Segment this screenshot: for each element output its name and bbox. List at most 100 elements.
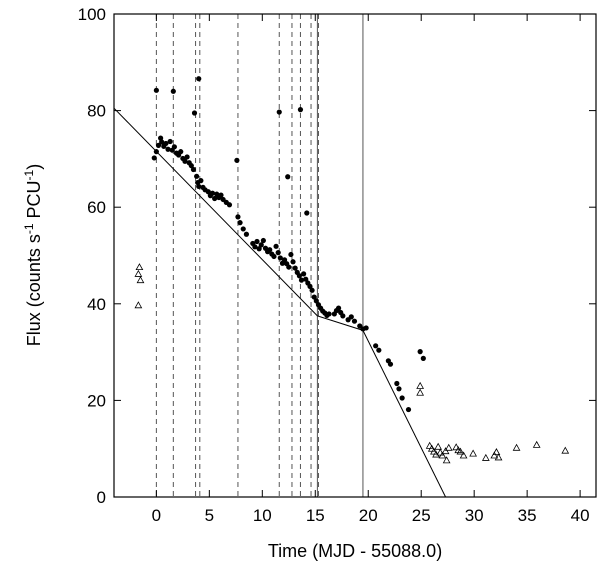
data-point-dot-29 bbox=[194, 173, 200, 179]
data-point-dot-48 bbox=[243, 231, 250, 237]
y-axis-label-part-2: PCU bbox=[24, 180, 44, 223]
y-tick-label-1: 20 bbox=[87, 391, 106, 410]
x-tick-label-6: 30 bbox=[465, 506, 484, 525]
data-point-dot-5 bbox=[276, 109, 282, 115]
y-axis-label-part-3: ) bbox=[24, 164, 44, 170]
data-point-dot-77 bbox=[309, 287, 315, 293]
reference-lines bbox=[155, 14, 364, 497]
y-axis-label: Flux (counts s-1 PCU-1) bbox=[22, 164, 44, 346]
data-point-dot-13 bbox=[159, 139, 165, 145]
data-point-dot-15 bbox=[163, 140, 169, 147]
data-point-triangle-23 bbox=[492, 448, 501, 456]
data-point-dot-38 bbox=[212, 195, 218, 202]
data-point-triangle-13 bbox=[441, 447, 450, 455]
data-point-dot-97 bbox=[373, 343, 379, 349]
data-point-dot-50 bbox=[252, 244, 258, 250]
data-point-dot-28 bbox=[190, 166, 197, 173]
data-point-dot-103 bbox=[399, 395, 405, 401]
x-tick-label-8: 40 bbox=[571, 506, 590, 525]
x-tick-label-0: 0 bbox=[152, 506, 161, 525]
data-point-dot-0 bbox=[153, 87, 159, 93]
data-point-triangle-1 bbox=[134, 269, 143, 277]
x-tick-label-7: 35 bbox=[518, 506, 537, 525]
data-point-dot-8 bbox=[304, 210, 310, 216]
data-point-dot-25 bbox=[184, 154, 190, 160]
data-point-dot-17 bbox=[167, 138, 173, 145]
data-point-triangle-6 bbox=[425, 441, 434, 449]
data-point-dot-90 bbox=[340, 313, 346, 319]
data-point-dot-57 bbox=[267, 247, 273, 253]
axis-tick-labels: 0 5 10 15 20 25 30 35 40 0 20 40 60 80 100 bbox=[78, 5, 590, 525]
x-axis-label: Time (MJD - 55088.0) bbox=[268, 541, 442, 561]
data-point-dot-74 bbox=[303, 276, 309, 282]
data-point-triangle-10 bbox=[434, 442, 443, 450]
data-point-dot-45 bbox=[235, 214, 241, 220]
data-point-triangle-5 bbox=[416, 388, 425, 396]
fit-line-2 bbox=[362, 330, 447, 498]
axis-ticks bbox=[114, 13, 596, 498]
data-point-dot-19 bbox=[171, 144, 177, 150]
x-tick-label-4: 20 bbox=[359, 506, 378, 525]
data-point-dot-51 bbox=[254, 238, 260, 245]
data-point-dot-61 bbox=[275, 250, 281, 256]
y-axis-label-sup-2: -1 bbox=[22, 169, 36, 180]
x-tick-label-3: 15 bbox=[306, 506, 325, 525]
data-point-dot-9 bbox=[151, 155, 157, 161]
data-point-dot-105 bbox=[417, 349, 423, 355]
data-point-dot-16 bbox=[165, 146, 171, 152]
data-point-dot-66 bbox=[286, 264, 292, 270]
data-point-triangle-20 bbox=[469, 449, 477, 457]
data-point-dot-46 bbox=[237, 220, 243, 226]
data-point-dot-92 bbox=[348, 314, 354, 320]
data-point-dot-37 bbox=[209, 190, 216, 196]
data-point-dot-62 bbox=[277, 255, 283, 261]
data-point-dot-27 bbox=[188, 163, 194, 169]
data-point-dot-102 bbox=[396, 386, 402, 392]
data-point-dot-78 bbox=[311, 294, 317, 300]
y-tick-label-5: 100 bbox=[78, 5, 106, 24]
fit-line-1 bbox=[317, 315, 364, 331]
data-point-dot-53 bbox=[258, 242, 264, 248]
data-point-triangle-21 bbox=[481, 453, 490, 461]
data-points bbox=[134, 76, 570, 464]
data-point-dot-71 bbox=[296, 273, 302, 279]
data-point-triangle-24 bbox=[494, 453, 503, 461]
data-point-triangle-26 bbox=[532, 440, 541, 448]
data-point-triangle-27 bbox=[561, 446, 570, 454]
data-point-dot-93 bbox=[351, 318, 358, 324]
data-point-dot-85 bbox=[326, 311, 332, 317]
x-tick-label-5: 25 bbox=[412, 506, 431, 525]
data-point-dot-22 bbox=[178, 149, 184, 155]
data-point-dot-88 bbox=[335, 305, 342, 311]
data-point-dot-47 bbox=[240, 226, 246, 232]
data-point-dot-79 bbox=[313, 298, 319, 304]
data-point-triangle-7 bbox=[427, 444, 436, 452]
data-point-dot-3 bbox=[196, 76, 202, 82]
data-point-dot-100 bbox=[387, 361, 394, 367]
data-point-dot-4 bbox=[234, 157, 240, 163]
fit-line-0 bbox=[113, 107, 318, 317]
data-point-dot-64 bbox=[281, 257, 288, 263]
data-point-triangle-0 bbox=[135, 263, 144, 271]
data-point-triangle-22 bbox=[490, 451, 499, 459]
data-point-triangle-14 bbox=[444, 443, 453, 451]
data-point-dot-101 bbox=[394, 380, 400, 387]
data-point-triangle-18 bbox=[456, 447, 465, 455]
data-point-dot-11 bbox=[155, 142, 162, 148]
data-point-dot-1 bbox=[170, 88, 176, 94]
data-point-dot-41 bbox=[218, 192, 224, 198]
data-point-dot-2 bbox=[191, 110, 198, 116]
data-point-triangle-15 bbox=[442, 456, 451, 464]
data-point-triangle-25 bbox=[512, 443, 521, 451]
data-point-dot-32 bbox=[198, 178, 204, 184]
data-point-triangle-12 bbox=[438, 451, 447, 459]
data-point-dot-98 bbox=[376, 347, 382, 353]
data-point-triangle-8 bbox=[430, 447, 438, 455]
data-point-dot-96 bbox=[363, 325, 369, 331]
data-point-dot-54 bbox=[260, 237, 266, 244]
plot-frame bbox=[113, 13, 597, 498]
data-point-dot-67 bbox=[288, 251, 294, 258]
y-axis-label-sup-1: -1 bbox=[22, 223, 36, 234]
data-point-dot-31 bbox=[196, 183, 202, 190]
